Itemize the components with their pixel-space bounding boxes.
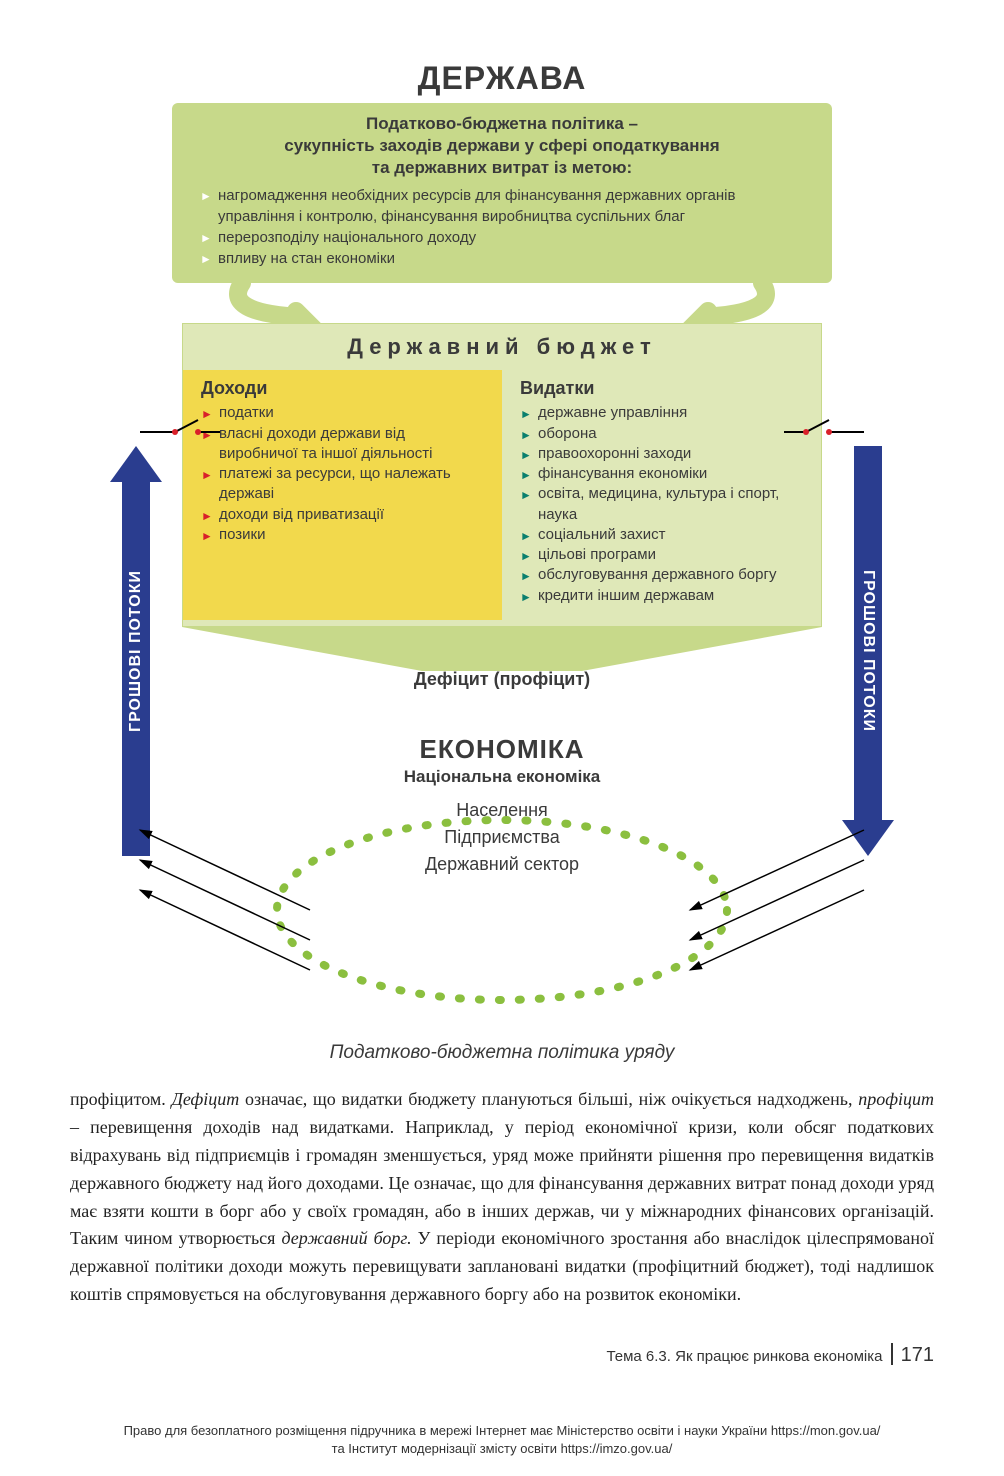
text-fragment: означає, що видатки бюджету плануються б… xyxy=(239,1089,858,1109)
funnel-shape xyxy=(182,627,822,671)
expenses-item: оборона xyxy=(520,424,805,444)
income-item: власні доходи держави від виробничої та … xyxy=(201,424,486,465)
flow-label-left: ГРОШОВІ ПОТОКИ xyxy=(127,570,145,732)
rights-line1: Право для безоплатного розміщення підруч… xyxy=(124,1423,881,1438)
economy-subheading: Національна економіка xyxy=(70,767,934,787)
policy-heading: Податково-бюджетна політика – сукупність… xyxy=(200,113,804,179)
body-paragraph: профіцитом. Дефіцит означає, що видатки … xyxy=(70,1086,934,1309)
budget-box: Державний бюджет Доходи податки власні д… xyxy=(182,323,822,627)
expenses-column: Видатки державне управління оборона прав… xyxy=(502,370,821,620)
policy-box: Податково-бюджетна політика – сукупність… xyxy=(172,103,832,283)
state-heading: ДЕРЖАВА xyxy=(70,60,934,97)
text-fragment: профіцитом. xyxy=(70,1089,171,1109)
down-curl-arrows xyxy=(172,283,832,323)
budget-title: Державний бюджет xyxy=(183,324,821,370)
flow-label-right: ГРОШОВІ ПОТОКИ xyxy=(859,570,877,732)
income-column: Доходи податки власні доходи держави від… xyxy=(183,370,502,620)
policy-bullet: впливу на стан економіки xyxy=(200,248,804,269)
expenses-item: фінансування економіки xyxy=(520,464,805,484)
policy-heading-line1: Податково-бюджетна політика – xyxy=(366,114,638,133)
income-item: платежі за ресурси, що належать державі xyxy=(201,464,486,505)
economy-item: Державний сектор xyxy=(70,851,934,878)
policy-bullet: нагромадження необхідних ресурсів для фі… xyxy=(200,185,804,227)
em-state-debt: державний борг. xyxy=(281,1228,411,1248)
rights-line2: та Інститут модернізації змісту освіти h… xyxy=(332,1441,673,1456)
policy-heading-line3: та державних витрат із метою: xyxy=(372,158,632,177)
economy-items: Населення Підприємства Державний сектор xyxy=(70,797,934,878)
expenses-item: соціальний захист xyxy=(520,525,805,545)
expenses-item: обслуговування державного боргу xyxy=(520,565,805,585)
policy-heading-line2: сукупність заходів держави у сфері опода… xyxy=(284,136,719,155)
income-heading: Доходи xyxy=(201,378,486,399)
fiscal-policy-diagram: ДЕРЖАВА Податково-бюджетна політика – су… xyxy=(70,60,934,1030)
expenses-item: правоохоронні заходи xyxy=(520,444,805,464)
expenses-item: державне управління xyxy=(520,403,805,423)
em-deficit: Дефіцит xyxy=(171,1089,239,1109)
topic-label: Тема 6.3. Як працює ринкова економіка xyxy=(606,1348,882,1365)
em-proficit: профіцит xyxy=(858,1089,934,1109)
income-item: доходи від приватизації xyxy=(201,505,486,525)
footer-topic: Тема 6.3. Як працює ринкова економіка 17… xyxy=(70,1343,934,1367)
economy-heading: ЕКОНОМІКА xyxy=(70,734,934,765)
policy-bullet: перерозподілу національного доходу xyxy=(200,227,804,248)
income-item: податки xyxy=(201,403,486,423)
income-item: позики xyxy=(201,525,486,545)
expenses-item: кредити іншим державам xyxy=(520,586,805,606)
figure-caption: Податково-бюджетна політика уряду xyxy=(70,1042,934,1064)
divider-bar xyxy=(891,1343,893,1365)
money-flow-arrow-down: ГРОШОВІ ПОТОКИ xyxy=(842,446,894,856)
deficit-label: Дефіцит (профіцит) xyxy=(70,669,934,690)
money-flow-arrow-up: ГРОШОВІ ПОТОКИ xyxy=(110,446,162,856)
expenses-heading: Видатки xyxy=(520,378,805,399)
rights-footer: Право для безоплатного розміщення підруч… xyxy=(0,1422,1004,1458)
expenses-item: освіта, медицина, культура і спорт, наук… xyxy=(520,484,805,525)
expenses-item: цільові програми xyxy=(520,545,805,565)
economy-item: Підприємства xyxy=(70,824,934,851)
economy-item: Населення xyxy=(70,797,934,824)
policy-bullets: нагромадження необхідних ресурсів для фі… xyxy=(200,185,804,269)
page-number: 171 xyxy=(901,1344,934,1366)
